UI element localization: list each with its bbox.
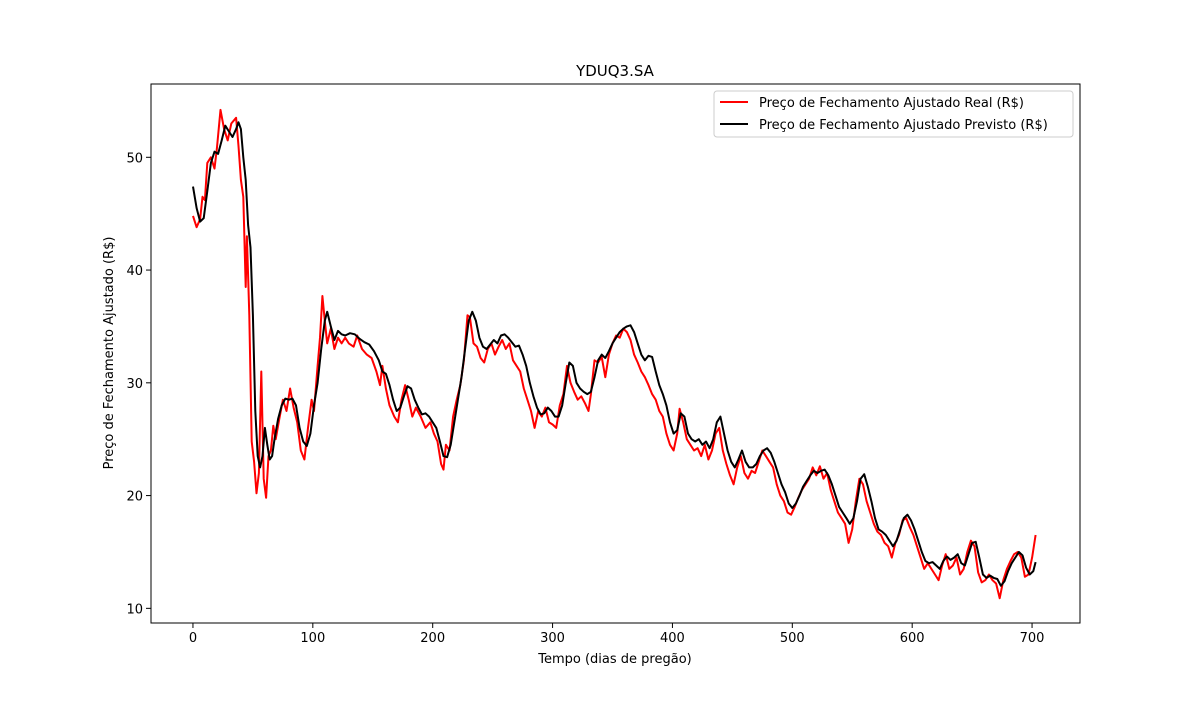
- legend-label-previsto: Preço de Fechamento Ajustado Previsto (R…: [759, 118, 1048, 133]
- plot-frame: [150, 83, 1081, 624]
- x-tick-label: 100: [300, 631, 325, 646]
- y-tick-label: 30: [126, 377, 143, 392]
- legend-box: [713, 90, 1074, 138]
- y-axis-label: Preço de Fechamento Ajustado (R$): [102, 237, 117, 470]
- x-tick-label: 0: [189, 631, 197, 646]
- y-axis: 10 20 30 40 50: [126, 151, 151, 617]
- x-tick-label: 600: [900, 631, 925, 646]
- x-axis: 0 100 200 300 400 500 600 700: [189, 623, 1045, 646]
- x-tick-label: 300: [540, 631, 565, 646]
- y-tick-label: 50: [126, 151, 143, 166]
- y-tick-label: 40: [126, 264, 143, 279]
- series-line-real: [192, 108, 1037, 600]
- plot-layer: [192, 108, 1037, 600]
- legend: Preço de Fechamento Ajustado Real (R$) P…: [713, 90, 1074, 138]
- legend-label-real: Preço de Fechamento Ajustado Real (R$): [759, 96, 1024, 111]
- x-tick-label: 700: [1020, 631, 1045, 646]
- x-tick-label: 500: [780, 631, 805, 646]
- x-tick-label: 200: [420, 631, 445, 646]
- x-axis-label: Tempo (dias de pregão): [537, 652, 691, 667]
- y-tick-label: 20: [126, 490, 143, 505]
- x-tick-label: 400: [660, 631, 685, 646]
- chart-title: YDUQ3.SA: [575, 62, 655, 80]
- y-tick-label: 10: [126, 602, 143, 617]
- series-line-previsto: [192, 121, 1037, 587]
